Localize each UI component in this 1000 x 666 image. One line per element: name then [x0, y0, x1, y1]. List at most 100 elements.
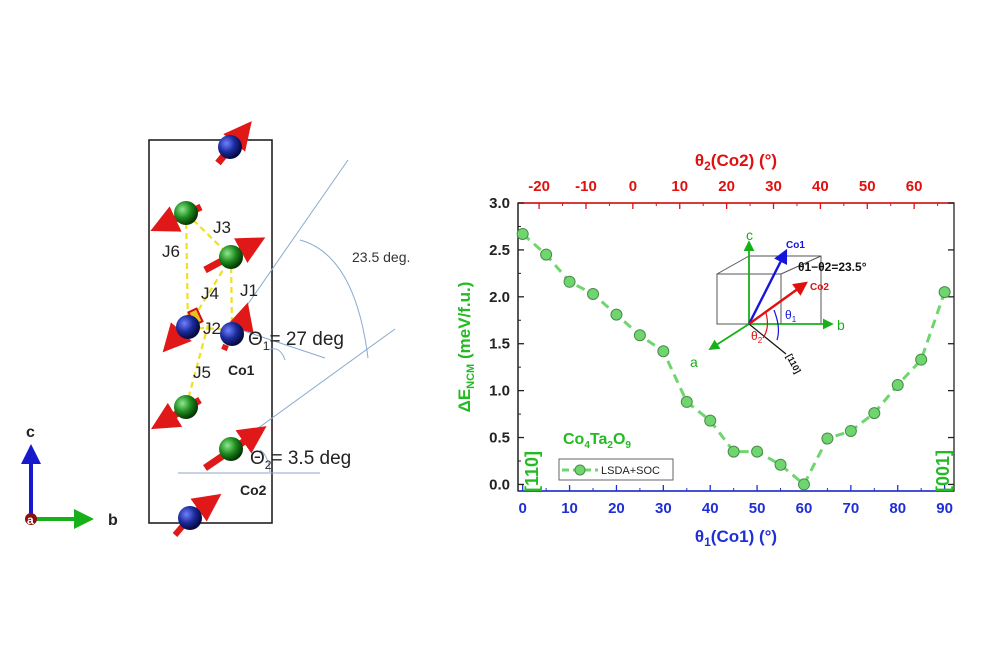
- inset-110-line: [748, 323, 787, 355]
- inset-diagram: c b a Co1 Co2 θ1−θ2=23.5° θ1 θ2 [110]: [690, 227, 867, 375]
- atom-green-3: [150, 395, 202, 430]
- bottom-tick-label: 60: [796, 500, 813, 517]
- y-axis-title: ΔENCM (meV/f.u.): [455, 282, 477, 413]
- axis-a-label: a: [27, 513, 34, 527]
- structure-panel: J3 J6 J1 J4 J2 J5 23.5 deg. Θ1= 27 deg C…: [21, 121, 410, 537]
- inset-theta2-arc: [762, 312, 769, 339]
- top-tick-label: 20: [718, 178, 735, 195]
- data-point: [868, 407, 881, 420]
- angle-label-23-5: 23.5 deg.: [352, 249, 410, 265]
- energy-chart: 0 10 20 30 40 50 60 70 80 90 -20 -10 0 10 20 30 40 50 60 …: [455, 151, 955, 549]
- top-tick-label: -20: [528, 178, 550, 195]
- bottom-axis: 0 10 20 30 40 50 60 70 80 90: [518, 485, 954, 517]
- y-tick-label: 0.5: [489, 430, 510, 447]
- data-point: [797, 478, 810, 491]
- inset-theta2-label: θ2: [751, 329, 763, 345]
- bottom-tick-label: 90: [936, 500, 953, 517]
- inset-110-label: [110]: [784, 352, 802, 375]
- inset-theta1-arc: [773, 309, 780, 341]
- bottom-tick-label: 40: [702, 500, 719, 517]
- bottom-tick-label: 50: [749, 500, 766, 517]
- inset-a-label: a: [690, 354, 698, 370]
- bottom-tick-label: 30: [655, 500, 672, 517]
- inset-formula: θ1−θ2=23.5°: [798, 260, 867, 274]
- angle-guide-lines: [178, 159, 396, 474]
- top-tick-label: 30: [765, 178, 782, 195]
- y-tick-label: 3.0: [489, 195, 510, 212]
- bottom-tick-label: 20: [608, 500, 625, 517]
- direction-label-110: [110]: [522, 451, 542, 492]
- bottom-tick-label: 80: [889, 500, 906, 517]
- atom-green-2: [203, 237, 266, 274]
- top-tick-label: 0: [629, 178, 637, 195]
- inset-co1-label: Co1: [786, 240, 805, 251]
- legend-box: [558, 458, 674, 481]
- legend-marker: [574, 464, 586, 476]
- y-tick-label: 2.0: [489, 289, 510, 306]
- data-point: [657, 345, 670, 358]
- data-point: [540, 248, 553, 261]
- bottom-tick-label: 10: [561, 500, 578, 517]
- bottom-tick-label: 70: [843, 500, 860, 517]
- top-axis-title: θ2(Co2) (°): [695, 151, 777, 173]
- axis-c-label: c: [26, 424, 35, 441]
- data-point: [751, 445, 764, 458]
- top-axis: -20 -10 0 10 20 30 40 50 60: [518, 178, 954, 209]
- data-point: [563, 275, 576, 288]
- top-tick-label: -10: [575, 178, 597, 195]
- y-tick-label: 0.0: [489, 476, 510, 493]
- label-j2: J2: [203, 319, 221, 338]
- series-points-lsda-soc: [516, 227, 951, 491]
- data-point: [587, 287, 600, 300]
- atom-blue-co1-pair: [162, 302, 254, 353]
- label-j3: J3: [213, 218, 231, 237]
- top-tick-label: 60: [906, 178, 923, 195]
- label-j5: J5: [193, 363, 211, 382]
- compound-label: Co4Ta2O9: [563, 431, 631, 451]
- atom-green-co2: [203, 426, 267, 471]
- legend: LSDA+SOC: [558, 458, 674, 481]
- data-point: [774, 458, 787, 471]
- data-point: [727, 445, 740, 458]
- data-point: [704, 414, 717, 427]
- data-point: [821, 432, 834, 445]
- bottom-axis-title: θ1(Co1) (°): [695, 527, 777, 549]
- data-point: [938, 286, 951, 299]
- inset-co2-vector: [748, 281, 808, 325]
- co1-label: Co1: [228, 362, 255, 378]
- crystal-axes: c b a: [21, 424, 118, 529]
- top-tick-label: 40: [812, 178, 829, 195]
- theta1-annotation: Θ1= 27 deg: [248, 329, 344, 353]
- inset-co2-label: Co2: [810, 282, 829, 293]
- inset-theta1-label: θ1: [785, 308, 797, 324]
- atom-top-blue: [215, 121, 252, 166]
- y-axis: 0.0 0.5 1.0 1.5 2.0 2.5 3.0: [489, 195, 954, 493]
- theta2-annotation: Θ2= 3.5 deg: [250, 448, 351, 472]
- axis-b-label: b: [108, 512, 118, 529]
- label-j4: J4: [201, 284, 219, 303]
- top-tick-label: 50: [859, 178, 876, 195]
- data-point: [633, 329, 646, 342]
- atom-bottom-blue: [172, 493, 222, 537]
- top-tick-label: 10: [671, 178, 688, 195]
- unit-cell-box: [148, 139, 273, 524]
- y-tick-label: 1.0: [489, 383, 510, 400]
- legend-label: LSDA+SOC: [601, 465, 660, 477]
- inset-a-axis: [708, 323, 750, 350]
- inset-b-label: b: [837, 317, 845, 333]
- y-tick-label: 1.5: [489, 336, 510, 353]
- data-point: [844, 424, 857, 437]
- data-point: [516, 227, 529, 240]
- label-j1: J1: [240, 281, 258, 300]
- co2-label: Co2: [240, 482, 267, 498]
- bottom-tick-label: 0: [519, 500, 527, 517]
- data-point: [891, 378, 904, 391]
- data-point: [680, 395, 693, 408]
- y-tick-label: 2.5: [489, 242, 510, 259]
- atom-green-1: [150, 201, 203, 232]
- inset-co1-vector: [747, 248, 788, 325]
- data-point: [610, 308, 623, 321]
- data-point: [915, 353, 928, 366]
- label-j6: J6: [162, 242, 180, 261]
